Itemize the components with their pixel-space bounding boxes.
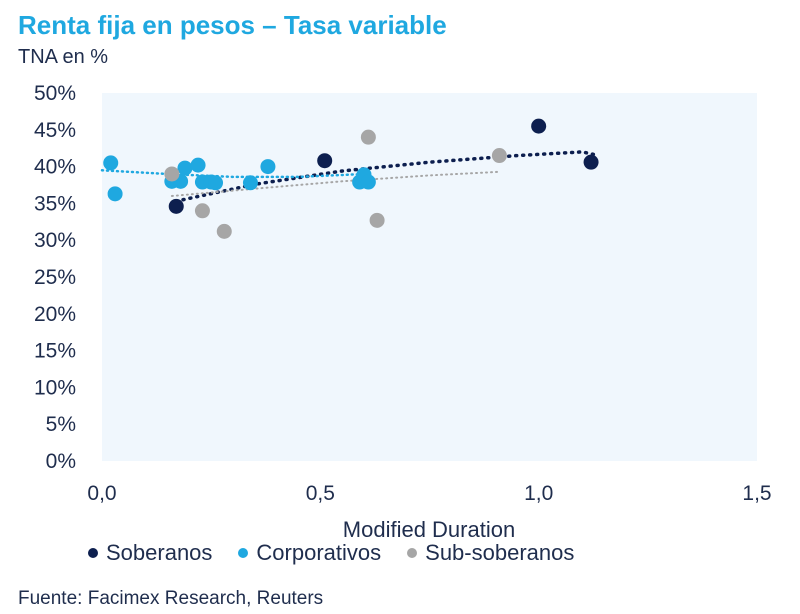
- point-sub-soberanos: [360, 129, 376, 145]
- y-tick-label: 45%: [34, 119, 76, 142]
- point-sub-soberanos: [491, 148, 507, 164]
- point-corporativos: [208, 175, 224, 191]
- x-tick-label: 0,0: [87, 482, 116, 505]
- legend-marker-sub-soberanos: [407, 548, 418, 558]
- legend-label-soberanos: Soberanos: [106, 540, 213, 565]
- point-soberanos: [317, 153, 333, 169]
- chart-title: Renta fija en pesos – Tasa variable: [18, 10, 447, 40]
- x-tick-label: 0,5: [306, 482, 335, 505]
- legend-marker-corporativos: [238, 548, 249, 558]
- point-corporativos: [107, 186, 123, 202]
- legend-item-sub-soberanos: Sub-soberanos: [407, 540, 574, 566]
- x-axis-title: Modified Duration: [343, 517, 515, 542]
- y-tick-label: 50%: [34, 82, 76, 105]
- y-tick-label: 40%: [34, 156, 76, 179]
- point-soberanos: [168, 198, 184, 214]
- data-points: [103, 118, 599, 239]
- x-tick-label: 1,5: [742, 482, 771, 505]
- point-corporativos: [260, 159, 276, 175]
- y-tick-label: 15%: [34, 340, 76, 363]
- point-sub-soberanos: [194, 203, 210, 219]
- trendline-corporativos: [100, 169, 366, 179]
- point-soberanos: [531, 118, 547, 134]
- x-tick-label: 1,0: [524, 482, 553, 505]
- y-axis: 0% 5% 10% 15% 20% 25% 30% 35% 40% 45% 50%: [34, 82, 76, 473]
- point-corporativos: [177, 160, 193, 176]
- point-corporativos: [190, 157, 206, 173]
- y-tick-label: 20%: [34, 303, 76, 326]
- y-tick-label: 0%: [46, 450, 76, 473]
- trendline-sub-soberanos: [170, 170, 501, 197]
- legend-item-soberanos: Soberanos: [88, 540, 212, 566]
- point-corporativos: [242, 175, 258, 191]
- x-axis: 0,0 0,5 1,0 1,5: [87, 482, 771, 505]
- y-tick-label: 30%: [34, 229, 76, 252]
- point-corporativos: [360, 174, 376, 190]
- y-tick-label: 10%: [34, 376, 76, 399]
- y-tick-label: 35%: [34, 192, 76, 215]
- point-soberanos: [583, 154, 599, 170]
- y-axis-unit-label: TNA en %: [18, 46, 109, 68]
- legend-label-sub-soberanos: Sub-soberanos: [425, 540, 575, 565]
- y-tick-label: 25%: [34, 266, 76, 289]
- point-sub-soberanos: [369, 212, 385, 228]
- legend-marker-soberanos: [88, 548, 98, 558]
- legend: Soberanos Corporativos Sub-soberanos: [88, 540, 574, 566]
- legend-item-corporativos: Corporativos: [238, 540, 381, 566]
- point-corporativos: [103, 155, 119, 171]
- point-sub-soberanos: [216, 223, 232, 239]
- y-tick-label: 5%: [46, 413, 76, 436]
- trendlines: [100, 150, 598, 203]
- legend-label-corporativos: Corporativos: [256, 540, 382, 565]
- plot-area: [102, 93, 757, 461]
- point-sub-soberanos: [164, 166, 180, 182]
- source-note: Fuente: Facimex Research, Reuters: [18, 588, 324, 609]
